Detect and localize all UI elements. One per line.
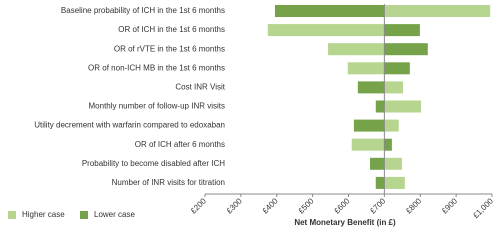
category-label: Cost INR Visit [175, 83, 225, 92]
bar [267, 24, 385, 37]
legend-swatch [80, 211, 88, 219]
bar [384, 43, 428, 56]
bar [347, 62, 385, 75]
bar [274, 5, 385, 17]
bar [384, 119, 399, 132]
category-label: OR of non-ICH MB in the 1st 6 months [88, 63, 225, 72]
x-tick-label: £700 [368, 196, 387, 215]
x-tick-label: £400 [261, 196, 280, 215]
legend-label: Higher case [22, 210, 65, 219]
bar [384, 62, 410, 75]
legend-label: Lower case [94, 210, 135, 219]
bar [328, 43, 385, 56]
bar [353, 119, 385, 132]
x-tick-label: £500 [297, 196, 316, 215]
bar [375, 176, 385, 189]
bar [384, 176, 405, 189]
x-tick-label: £800 [404, 196, 423, 215]
bar [384, 138, 392, 151]
bar [384, 100, 421, 113]
x-tick-label: £300 [225, 196, 244, 215]
legend-swatch [8, 211, 16, 219]
bar [384, 157, 402, 170]
category-label: Probability to become disabled after ICH [82, 159, 225, 168]
category-label: Monthly number of follow-up INR visits [89, 102, 226, 111]
bar [370, 157, 385, 170]
bar [351, 138, 385, 151]
category-label: Utility decrement with warfarin compared… [34, 121, 225, 130]
x-axis-title: Net Monetary Benefit (in £) [294, 218, 396, 227]
chart: Net Monetary Benefit (in £) Baseline pro… [8, 4, 495, 227]
category-label: OR of rVTE in the 1st 6 months [114, 44, 225, 53]
x-tick-label: £1,000 [471, 196, 495, 220]
category-label: OR of ICH after 6 months [135, 140, 225, 149]
bar [384, 5, 491, 17]
bar [384, 81, 404, 94]
bar [384, 24, 420, 37]
category-label: Number of INR visits for titration [112, 178, 225, 187]
x-tick-label: £900 [440, 196, 459, 215]
bar [375, 100, 385, 113]
x-tick-label: £600 [332, 196, 351, 215]
category-label: Baseline probability of ICH in the 1st 6… [61, 6, 225, 15]
x-tick-label: £200 [189, 196, 208, 215]
category-label: OR of ICH in the 1st 6 months [118, 25, 225, 34]
bar [357, 81, 385, 94]
